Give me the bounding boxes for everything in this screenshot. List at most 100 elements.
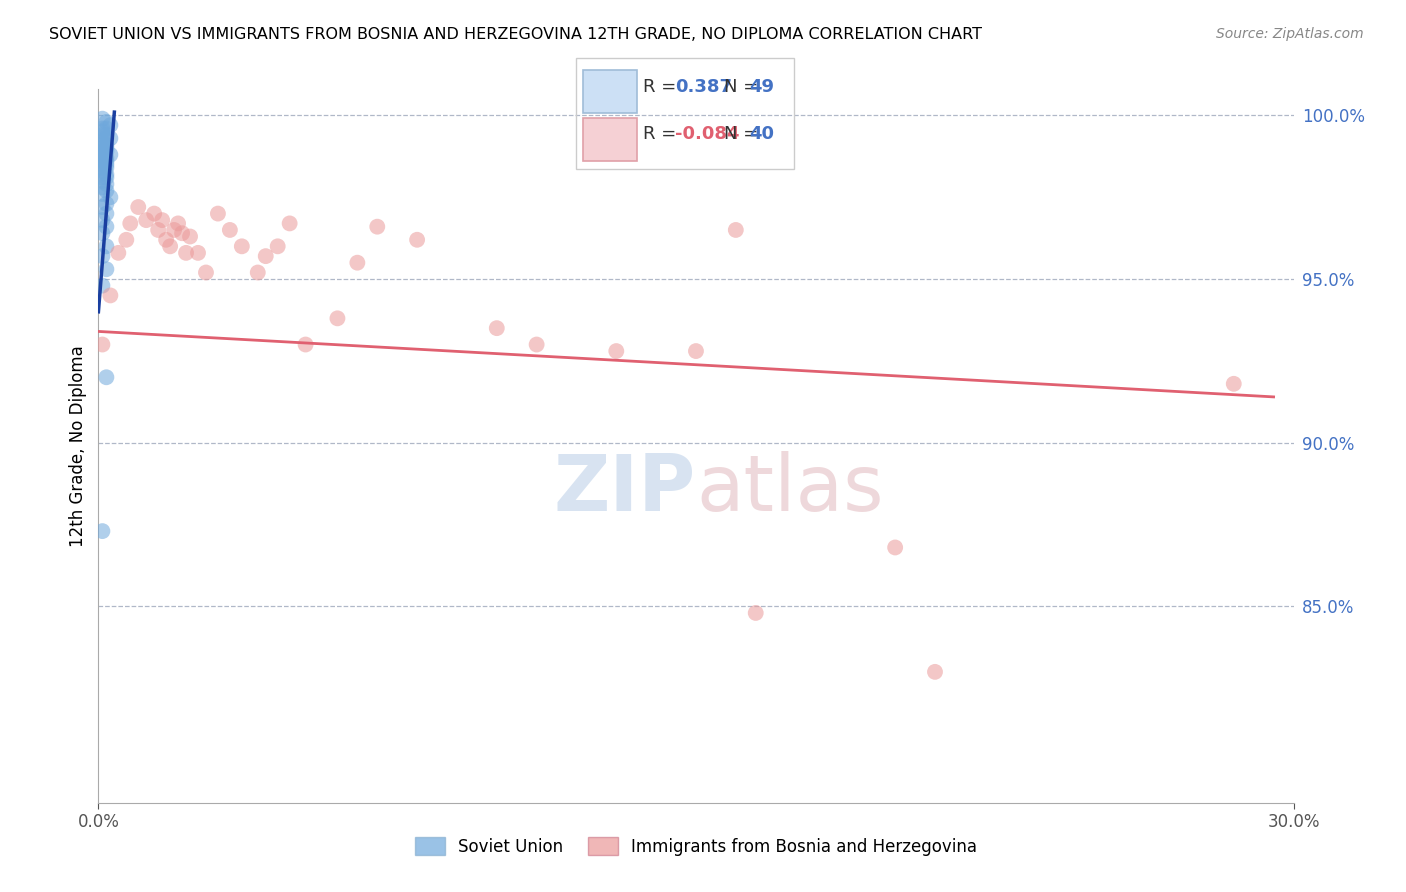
Point bbox=[115, 233, 138, 247]
Point bbox=[346, 255, 368, 269]
Point bbox=[98, 190, 122, 204]
Point bbox=[172, 226, 194, 240]
Point bbox=[406, 233, 429, 247]
Text: R =: R = bbox=[643, 125, 682, 143]
Point bbox=[485, 321, 508, 335]
Point bbox=[96, 115, 118, 129]
Text: 49: 49 bbox=[749, 78, 775, 95]
Point bbox=[187, 245, 209, 260]
Point bbox=[91, 135, 114, 149]
Point bbox=[91, 200, 114, 214]
Text: R =: R = bbox=[643, 78, 682, 95]
Point bbox=[91, 145, 114, 159]
Text: Source: ZipAtlas.com: Source: ZipAtlas.com bbox=[1216, 27, 1364, 41]
Point bbox=[96, 151, 118, 165]
Point bbox=[107, 245, 129, 260]
Point bbox=[91, 154, 114, 169]
Point bbox=[246, 266, 269, 280]
Point bbox=[91, 137, 114, 152]
Text: atlas: atlas bbox=[696, 450, 883, 527]
Point bbox=[91, 157, 114, 171]
Point bbox=[98, 131, 122, 145]
Point bbox=[366, 219, 388, 234]
Point bbox=[174, 245, 197, 260]
Point bbox=[91, 112, 114, 126]
Text: 40: 40 bbox=[749, 125, 775, 143]
Point bbox=[96, 239, 118, 253]
Point bbox=[96, 131, 118, 145]
Point bbox=[96, 370, 118, 384]
Point bbox=[98, 147, 122, 161]
Point bbox=[267, 239, 290, 253]
Point bbox=[96, 184, 118, 198]
Point bbox=[91, 278, 114, 293]
Point bbox=[326, 311, 349, 326]
Point bbox=[96, 262, 118, 277]
Point bbox=[159, 239, 181, 253]
Point bbox=[96, 137, 118, 152]
Point bbox=[91, 161, 114, 175]
Point bbox=[98, 288, 122, 302]
Point bbox=[91, 121, 114, 136]
Point bbox=[163, 223, 186, 237]
Text: N =: N = bbox=[724, 125, 763, 143]
Point bbox=[278, 216, 301, 230]
Point bbox=[924, 665, 946, 679]
Point bbox=[96, 141, 118, 155]
Point bbox=[91, 141, 114, 155]
Point bbox=[96, 128, 118, 142]
Y-axis label: 12th Grade, No Diploma: 12th Grade, No Diploma bbox=[69, 345, 87, 547]
Point bbox=[98, 118, 122, 132]
Point bbox=[91, 151, 114, 165]
Point bbox=[143, 206, 166, 220]
Text: 0.387: 0.387 bbox=[675, 78, 733, 95]
Point bbox=[254, 249, 277, 263]
Point bbox=[91, 128, 114, 142]
Point bbox=[96, 154, 118, 169]
Point bbox=[96, 177, 118, 191]
Point bbox=[96, 170, 118, 185]
Point bbox=[91, 249, 114, 263]
Point bbox=[135, 213, 157, 227]
Point bbox=[127, 200, 149, 214]
Point bbox=[91, 524, 114, 538]
Point bbox=[724, 223, 747, 237]
Point bbox=[120, 216, 142, 230]
Text: -0.084: -0.084 bbox=[675, 125, 740, 143]
Point bbox=[96, 219, 118, 234]
Point bbox=[148, 223, 170, 237]
Point bbox=[605, 344, 627, 359]
Point bbox=[526, 337, 548, 351]
Point bbox=[91, 213, 114, 227]
Point bbox=[294, 337, 316, 351]
Point bbox=[91, 147, 114, 161]
Point bbox=[195, 266, 218, 280]
Point bbox=[96, 121, 118, 136]
Point bbox=[155, 233, 177, 247]
Point bbox=[91, 226, 114, 240]
Point bbox=[685, 344, 707, 359]
Point bbox=[91, 170, 114, 185]
Point bbox=[207, 206, 229, 220]
Point bbox=[96, 145, 118, 159]
Point bbox=[745, 606, 768, 620]
Point bbox=[91, 337, 114, 351]
Text: ZIP: ZIP bbox=[554, 450, 696, 527]
Point bbox=[91, 174, 114, 188]
Point bbox=[1223, 376, 1246, 391]
Point bbox=[150, 213, 173, 227]
Point bbox=[91, 125, 114, 139]
Legend: Soviet Union, Immigrants from Bosnia and Herzegovina: Soviet Union, Immigrants from Bosnia and… bbox=[408, 830, 984, 863]
Point bbox=[91, 164, 114, 178]
Point bbox=[96, 157, 118, 171]
Point bbox=[231, 239, 253, 253]
Point bbox=[96, 196, 118, 211]
Point bbox=[91, 180, 114, 194]
Point bbox=[96, 206, 118, 220]
Point bbox=[884, 541, 907, 555]
Point bbox=[179, 229, 201, 244]
Point bbox=[167, 216, 190, 230]
Point bbox=[96, 167, 118, 181]
Point bbox=[96, 161, 118, 175]
Text: N =: N = bbox=[724, 78, 763, 95]
